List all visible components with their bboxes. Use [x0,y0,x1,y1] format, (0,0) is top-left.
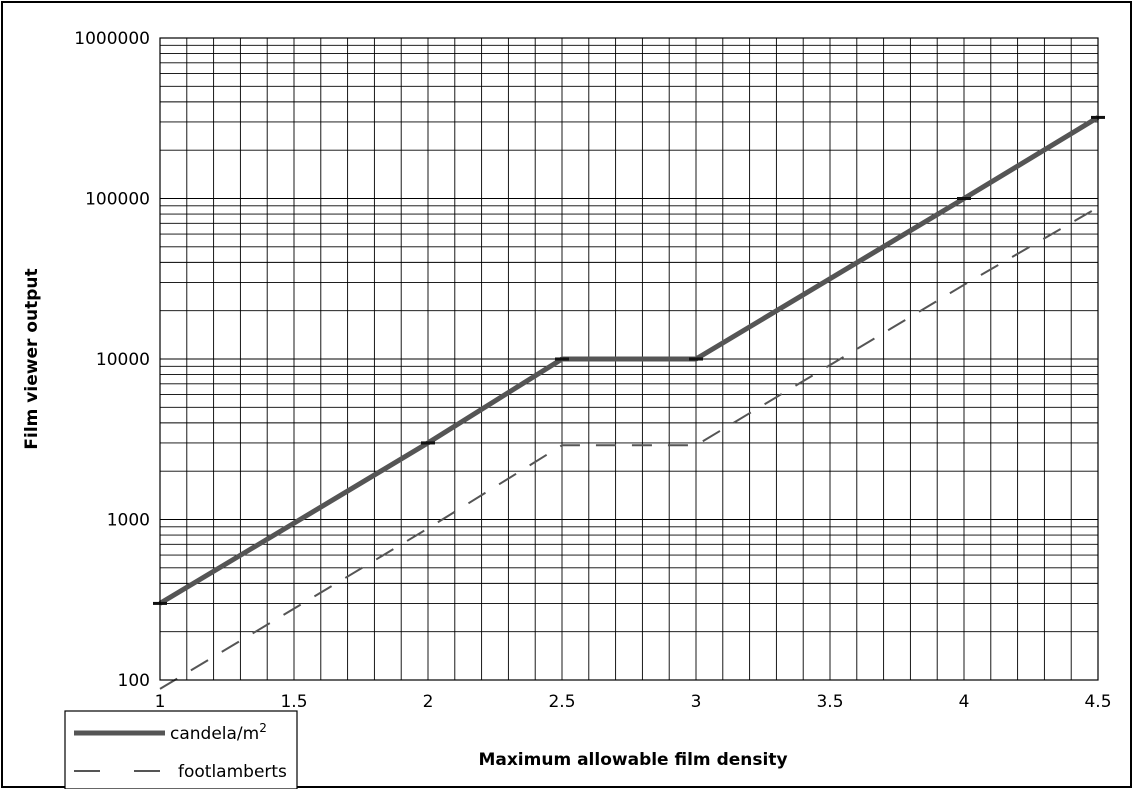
y-tick-label: 100 [118,671,150,691]
x-tick-label: 1 [155,692,166,712]
plot-border [159,37,1099,681]
y-tick-label: 100000 [85,190,150,210]
y-tick-label: 10000 [96,350,150,370]
x-tick-label: 1.5 [280,692,307,712]
x-tick-label: 2.5 [548,692,575,712]
legend-label-candela-superscript: 2 [259,721,267,735]
y-tick-labels: 100 1000 10000 100000 1000000 [74,29,150,691]
x-tick-label: 4 [959,692,970,712]
y-axis-title: Film viewer output [22,268,42,449]
x-axis-title: Maximum allowable film density [478,750,787,770]
y-tick-label: 1000000 [74,29,150,49]
x-tick-label: 3 [691,692,702,712]
legend-label-candela-main: candela/m [170,724,259,744]
y-tick-label: 1000 [107,511,150,531]
legend-label-footlamberts: footlamberts [178,762,287,782]
x-tick-label: 3.5 [816,692,843,712]
series-layer [153,115,1105,690]
x-tick-label: 2 [423,692,434,712]
x-tick-label: 4.5 [1084,692,1111,712]
series-line-footlamberts [159,206,1099,690]
x-tick-labels: 1 1.5 2 2.5 3 3.5 4 4.5 [155,692,1112,712]
legend-label-candela: candela/m2 [170,721,267,744]
series-line-candela [158,115,1100,606]
legend: candela/m2 footlamberts [64,710,298,790]
